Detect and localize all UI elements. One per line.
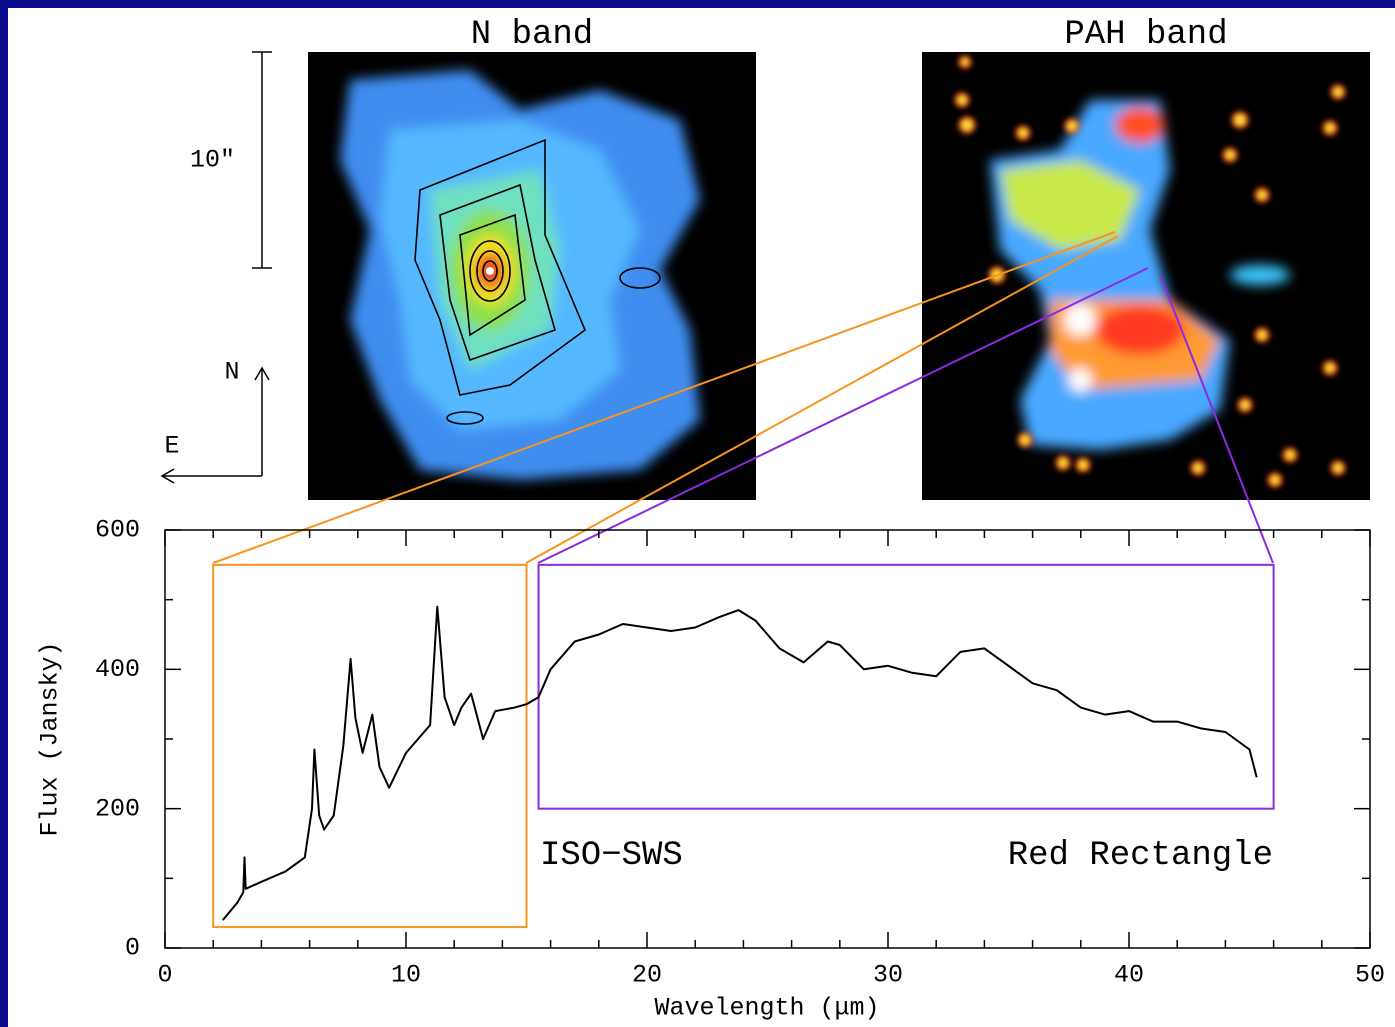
x-tick-label: 10 <box>391 961 421 990</box>
y-axis-label: Flux (Jansky) <box>36 641 65 836</box>
region-box <box>212 563 528 929</box>
y-tick-label: 400 <box>95 655 140 684</box>
panel-title: PAH band <box>1064 16 1227 54</box>
n-band-image <box>308 52 756 500</box>
x-tick-label: 0 <box>157 961 172 990</box>
spectrum-line <box>222 605 1258 921</box>
scale-bar <box>252 51 272 269</box>
x-tick-label: 40 <box>1114 961 1144 990</box>
x-tick-label: 20 <box>632 961 662 990</box>
pah-band-image <box>922 52 1370 500</box>
scale-bar-label: 10″ <box>190 146 235 175</box>
region-box <box>537 563 1275 810</box>
compass-east: E <box>164 432 179 461</box>
y-tick-label: 600 <box>95 516 140 545</box>
x-tick-label: 30 <box>873 961 903 990</box>
connectors <box>212 231 1274 564</box>
compass-north: N <box>224 358 239 387</box>
panel-title: N band <box>471 16 593 54</box>
y-tick-label: 0 <box>125 934 140 963</box>
compass <box>160 366 270 484</box>
x-axis-label: Wavelength (μm) <box>654 994 879 1023</box>
annotation: Red Rectangle <box>1008 837 1273 875</box>
annotation: ISO−SWS <box>540 837 683 875</box>
x-tick-label: 50 <box>1355 961 1385 990</box>
y-tick-label: 200 <box>95 794 140 823</box>
